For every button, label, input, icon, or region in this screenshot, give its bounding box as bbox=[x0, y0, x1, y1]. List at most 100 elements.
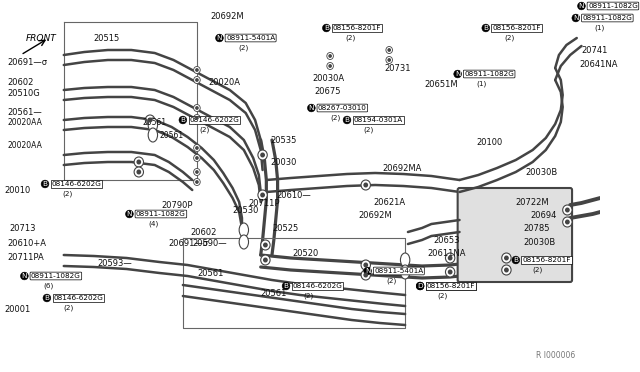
Text: 20711PA: 20711PA bbox=[8, 253, 44, 263]
Text: B: B bbox=[483, 25, 488, 31]
Text: B: B bbox=[324, 25, 329, 31]
Text: 08911-1082G: 08911-1082G bbox=[464, 71, 514, 77]
Text: (4): (4) bbox=[148, 221, 159, 227]
Circle shape bbox=[505, 256, 508, 260]
Text: 20561: 20561 bbox=[159, 131, 184, 140]
Circle shape bbox=[261, 153, 264, 157]
Circle shape bbox=[449, 270, 452, 274]
Text: 08267-03010: 08267-03010 bbox=[318, 105, 367, 111]
Circle shape bbox=[364, 263, 367, 267]
Circle shape bbox=[329, 55, 332, 57]
Text: 20711P: 20711P bbox=[248, 199, 280, 208]
Text: 08146-6202G: 08146-6202G bbox=[189, 117, 239, 123]
Text: 08911-1082G: 08911-1082G bbox=[582, 15, 632, 21]
Text: 20561—: 20561— bbox=[8, 108, 42, 116]
Text: 20675: 20675 bbox=[314, 87, 340, 96]
Text: 20510G: 20510G bbox=[8, 89, 40, 97]
Text: 08194-0301A: 08194-0301A bbox=[353, 117, 403, 123]
Circle shape bbox=[260, 240, 270, 250]
Circle shape bbox=[145, 115, 155, 125]
Text: 20561: 20561 bbox=[260, 289, 287, 298]
Circle shape bbox=[196, 117, 198, 119]
Text: B: B bbox=[44, 295, 49, 301]
Text: 20020AA: 20020AA bbox=[8, 141, 42, 150]
Text: 08146-6202G: 08146-6202G bbox=[292, 283, 342, 289]
Text: 20030A: 20030A bbox=[312, 74, 344, 83]
Circle shape bbox=[134, 157, 143, 167]
Text: (2): (2) bbox=[387, 278, 397, 284]
Circle shape bbox=[260, 255, 270, 265]
Text: 20790P: 20790P bbox=[161, 201, 193, 209]
Ellipse shape bbox=[239, 235, 248, 249]
Text: (1): (1) bbox=[476, 81, 486, 87]
Circle shape bbox=[261, 193, 264, 197]
Circle shape bbox=[148, 118, 152, 122]
Text: (2): (2) bbox=[532, 267, 543, 273]
Text: 08156-8201F: 08156-8201F bbox=[333, 25, 381, 31]
Text: B: B bbox=[513, 257, 518, 263]
Text: 20515: 20515 bbox=[94, 33, 120, 42]
Circle shape bbox=[196, 107, 198, 109]
Text: 20010: 20010 bbox=[4, 186, 31, 195]
Circle shape bbox=[361, 180, 371, 190]
Circle shape bbox=[388, 49, 390, 51]
Circle shape bbox=[445, 267, 455, 277]
Text: 20593—: 20593— bbox=[97, 260, 132, 269]
Text: 20030B: 20030B bbox=[524, 237, 556, 247]
Circle shape bbox=[502, 265, 511, 275]
Circle shape bbox=[194, 105, 200, 112]
Text: 08156-8201F: 08156-8201F bbox=[427, 283, 475, 289]
Text: R I000006: R I000006 bbox=[536, 350, 575, 359]
Circle shape bbox=[258, 190, 268, 200]
Circle shape bbox=[196, 147, 198, 149]
Text: 20520: 20520 bbox=[292, 248, 319, 257]
Circle shape bbox=[566, 208, 569, 212]
Text: N: N bbox=[217, 35, 222, 41]
Text: N: N bbox=[579, 3, 584, 9]
Ellipse shape bbox=[148, 128, 157, 142]
Circle shape bbox=[196, 69, 198, 71]
Circle shape bbox=[327, 52, 333, 60]
Text: (2): (2) bbox=[200, 127, 210, 133]
Text: 08156-8201F: 08156-8201F bbox=[522, 257, 571, 263]
Text: (2): (2) bbox=[437, 293, 447, 299]
Text: (2): (2) bbox=[62, 191, 72, 197]
Circle shape bbox=[386, 46, 392, 54]
Text: FRONT: FRONT bbox=[26, 33, 56, 42]
Text: 08911-1082G: 08911-1082G bbox=[31, 273, 81, 279]
Text: 20030: 20030 bbox=[270, 157, 296, 167]
Text: 20785: 20785 bbox=[524, 224, 550, 232]
Text: B: B bbox=[418, 283, 422, 289]
Text: (2): (2) bbox=[238, 45, 248, 51]
Circle shape bbox=[194, 144, 200, 151]
Text: 20535: 20535 bbox=[270, 135, 296, 144]
Circle shape bbox=[563, 205, 572, 215]
Ellipse shape bbox=[239, 223, 248, 237]
Text: 20610—: 20610— bbox=[276, 190, 312, 199]
Text: 20692MA: 20692MA bbox=[383, 164, 422, 173]
Circle shape bbox=[449, 256, 452, 260]
Circle shape bbox=[563, 217, 572, 227]
Circle shape bbox=[194, 115, 200, 122]
Circle shape bbox=[364, 183, 367, 187]
Text: 20001: 20001 bbox=[4, 305, 31, 314]
Text: 20692M: 20692M bbox=[358, 211, 392, 219]
Circle shape bbox=[134, 167, 143, 177]
Text: N: N bbox=[22, 273, 27, 279]
Circle shape bbox=[445, 253, 455, 263]
Text: (2): (2) bbox=[303, 293, 313, 299]
Text: B: B bbox=[42, 181, 47, 187]
Text: 20621A: 20621A bbox=[373, 198, 405, 206]
Text: N: N bbox=[455, 71, 460, 77]
Text: (2): (2) bbox=[364, 127, 374, 133]
Text: (2): (2) bbox=[64, 305, 74, 311]
Text: (1): (1) bbox=[595, 25, 605, 31]
Text: N: N bbox=[127, 211, 132, 217]
Text: 20722M: 20722M bbox=[516, 198, 549, 206]
Text: 20741: 20741 bbox=[582, 45, 608, 55]
Circle shape bbox=[258, 150, 268, 160]
Text: (2): (2) bbox=[504, 35, 515, 41]
Circle shape bbox=[194, 169, 200, 176]
Text: N: N bbox=[308, 105, 314, 111]
Text: 20653: 20653 bbox=[433, 235, 460, 244]
